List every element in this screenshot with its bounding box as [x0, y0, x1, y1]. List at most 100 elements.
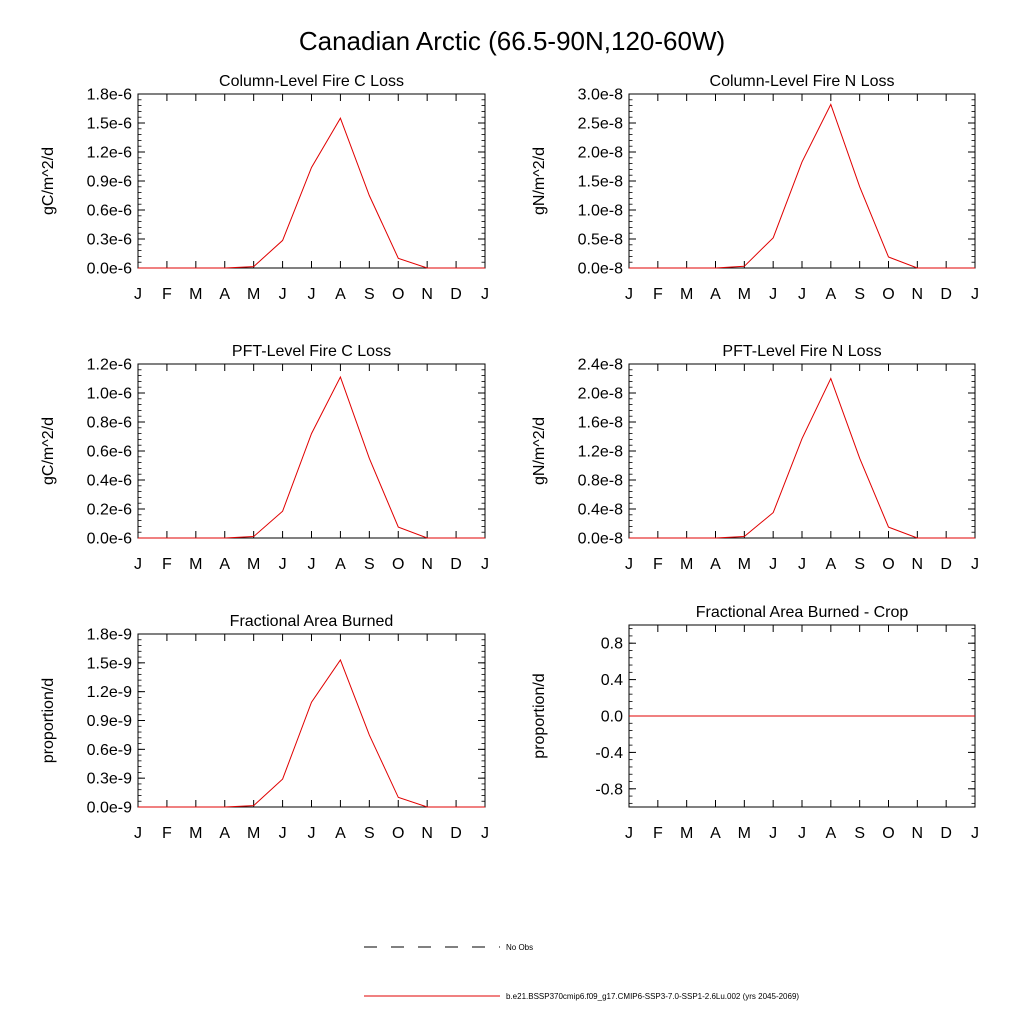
y-tick-label: 3.0e-8 [578, 87, 623, 104]
y-tick-label: 1.5e-8 [578, 174, 623, 191]
y-axis-label: proportion/d [40, 678, 57, 763]
y-tick-label: 0.0e-6 [87, 531, 132, 548]
legend-label-no-obs: No Obs [506, 943, 533, 952]
x-tick-label: S [854, 556, 865, 573]
series-line-1 [629, 103, 975, 269]
y-tick-label: 1.8e-9 [87, 627, 132, 644]
x-tick-label: D [940, 825, 952, 842]
x-tick-label: A [219, 556, 230, 573]
panel-5: Fractional Area Burned proportion/d 0.0e-9… [40, 613, 489, 842]
x-tick-label: O [882, 556, 894, 573]
y-tick-label: 0.8e-8 [578, 473, 623, 490]
x-tick-label: D [450, 286, 462, 303]
panel-title: Fractional Area Burned [230, 613, 394, 630]
panel-1: Column-Level Fire C Loss gC/m^2/d 0.0e-6 0.… [40, 73, 489, 303]
plot-frame [628, 363, 976, 539]
x-tick-label: S [364, 556, 375, 573]
panel-title: PFT-Level Fire N Loss [722, 343, 881, 360]
y-tick-label: 0.0e-6 [87, 261, 132, 278]
y-tick-label: 0.3e-9 [87, 771, 132, 788]
x-tick-label: S [854, 286, 865, 303]
y-tick-label: 0.0e-8 [578, 261, 623, 278]
x-tick-label: M [738, 286, 751, 303]
legend-label-model: b.e21.BSSP370cmip6.f09_g17.CMIP6-SSP3-7.… [506, 992, 799, 1001]
y-tick-label: 0.9e-6 [87, 174, 132, 191]
y-tick-label: 2.4e-8 [578, 357, 623, 374]
x-tick-label: A [219, 286, 230, 303]
panel-6: Fractional Area Burned - Crop proportion/… [531, 604, 979, 842]
x-tick-label: J [134, 825, 142, 842]
x-tick-label: J [769, 556, 777, 573]
x-tick-label: S [854, 825, 865, 842]
x-tick-label: F [162, 556, 172, 573]
x-tick-label: F [162, 825, 172, 842]
x-tick-label: S [364, 286, 375, 303]
y-tick-label: 0.4 [601, 672, 623, 689]
y-tick-label: 0.0e-9 [87, 800, 132, 817]
x-tick-label: A [710, 825, 721, 842]
plot-frame [137, 633, 486, 808]
x-tick-label: M [738, 825, 751, 842]
plot-frame [137, 363, 486, 539]
x-tick-label: J [481, 556, 489, 573]
x-tick-label: F [653, 286, 663, 303]
plot-frame [628, 93, 976, 269]
y-tick-label: 1.8e-6 [87, 87, 132, 104]
x-tick-label: J [308, 286, 316, 303]
series-line-1 [138, 117, 485, 269]
panel-title: Column-Level Fire N Loss [710, 73, 895, 90]
x-tick-label: O [392, 825, 404, 842]
x-tick-label: M [189, 286, 202, 303]
figure-title: Canadian Arctic (66.5-90N,120-60W) [299, 26, 725, 56]
x-tick-label: J [769, 825, 777, 842]
y-tick-label: 1.2e-6 [87, 145, 132, 162]
panel-title: PFT-Level Fire C Loss [232, 343, 391, 360]
x-tick-label: S [364, 825, 375, 842]
x-tick-label: J [625, 286, 633, 303]
x-tick-label: A [710, 286, 721, 303]
x-tick-label: N [421, 556, 433, 573]
x-tick-label: J [971, 556, 979, 573]
y-tick-label: 0.0 [601, 709, 623, 726]
x-tick-label: N [912, 556, 924, 573]
y-axis-label: gN/m^2/d [531, 417, 548, 485]
x-tick-label: M [680, 286, 693, 303]
x-tick-label: A [335, 556, 346, 573]
y-tick-label: 1.5e-9 [87, 655, 132, 672]
x-tick-label: A [335, 825, 346, 842]
x-tick-label: M [247, 556, 260, 573]
x-tick-label: J [798, 286, 806, 303]
y-tick-label: 1.0e-8 [578, 203, 623, 220]
y-tick-label: 0.4e-6 [87, 473, 132, 490]
y-tick-label: 0.4e-8 [578, 502, 623, 519]
y-tick-label: 1.2e-8 [578, 444, 623, 461]
x-tick-label: O [392, 556, 404, 573]
y-tick-label: 2.5e-8 [578, 116, 623, 133]
x-tick-label: M [247, 825, 260, 842]
x-tick-label: A [710, 556, 721, 573]
y-tick-label: 0.6e-6 [87, 203, 132, 220]
x-tick-label: A [335, 286, 346, 303]
x-tick-label: J [971, 286, 979, 303]
y-tick-label: 1.5e-6 [87, 116, 132, 133]
x-tick-label: F [653, 556, 663, 573]
panel-3: PFT-Level Fire C Loss gC/m^2/d 0.0e-6 0.2e-… [40, 343, 489, 573]
y-tick-label: 1.2e-6 [87, 357, 132, 374]
y-tick-label: 0.5e-8 [578, 232, 623, 249]
x-tick-label: M [680, 825, 693, 842]
y-axis-label: gC/m^2/d [40, 417, 57, 485]
x-tick-label: N [912, 825, 924, 842]
x-tick-label: M [189, 556, 202, 573]
x-tick-label: J [279, 556, 287, 573]
series-line-1 [138, 375, 485, 539]
y-tick-label: 0.6e-6 [87, 444, 132, 461]
x-tick-label: A [219, 825, 230, 842]
x-tick-label: O [882, 825, 894, 842]
legend: No Obs b.e21.BSSP370cmip6.f09_g17.CMIP6-… [364, 943, 799, 1001]
panel-2: Column-Level Fire N Loss gN/m^2/d 0.0e-8 0.… [531, 73, 979, 303]
y-tick-label: 1.6e-8 [578, 415, 623, 432]
x-tick-label: J [308, 825, 316, 842]
x-tick-label: M [738, 556, 751, 573]
series-line-1 [629, 377, 975, 539]
x-tick-label: J [279, 286, 287, 303]
